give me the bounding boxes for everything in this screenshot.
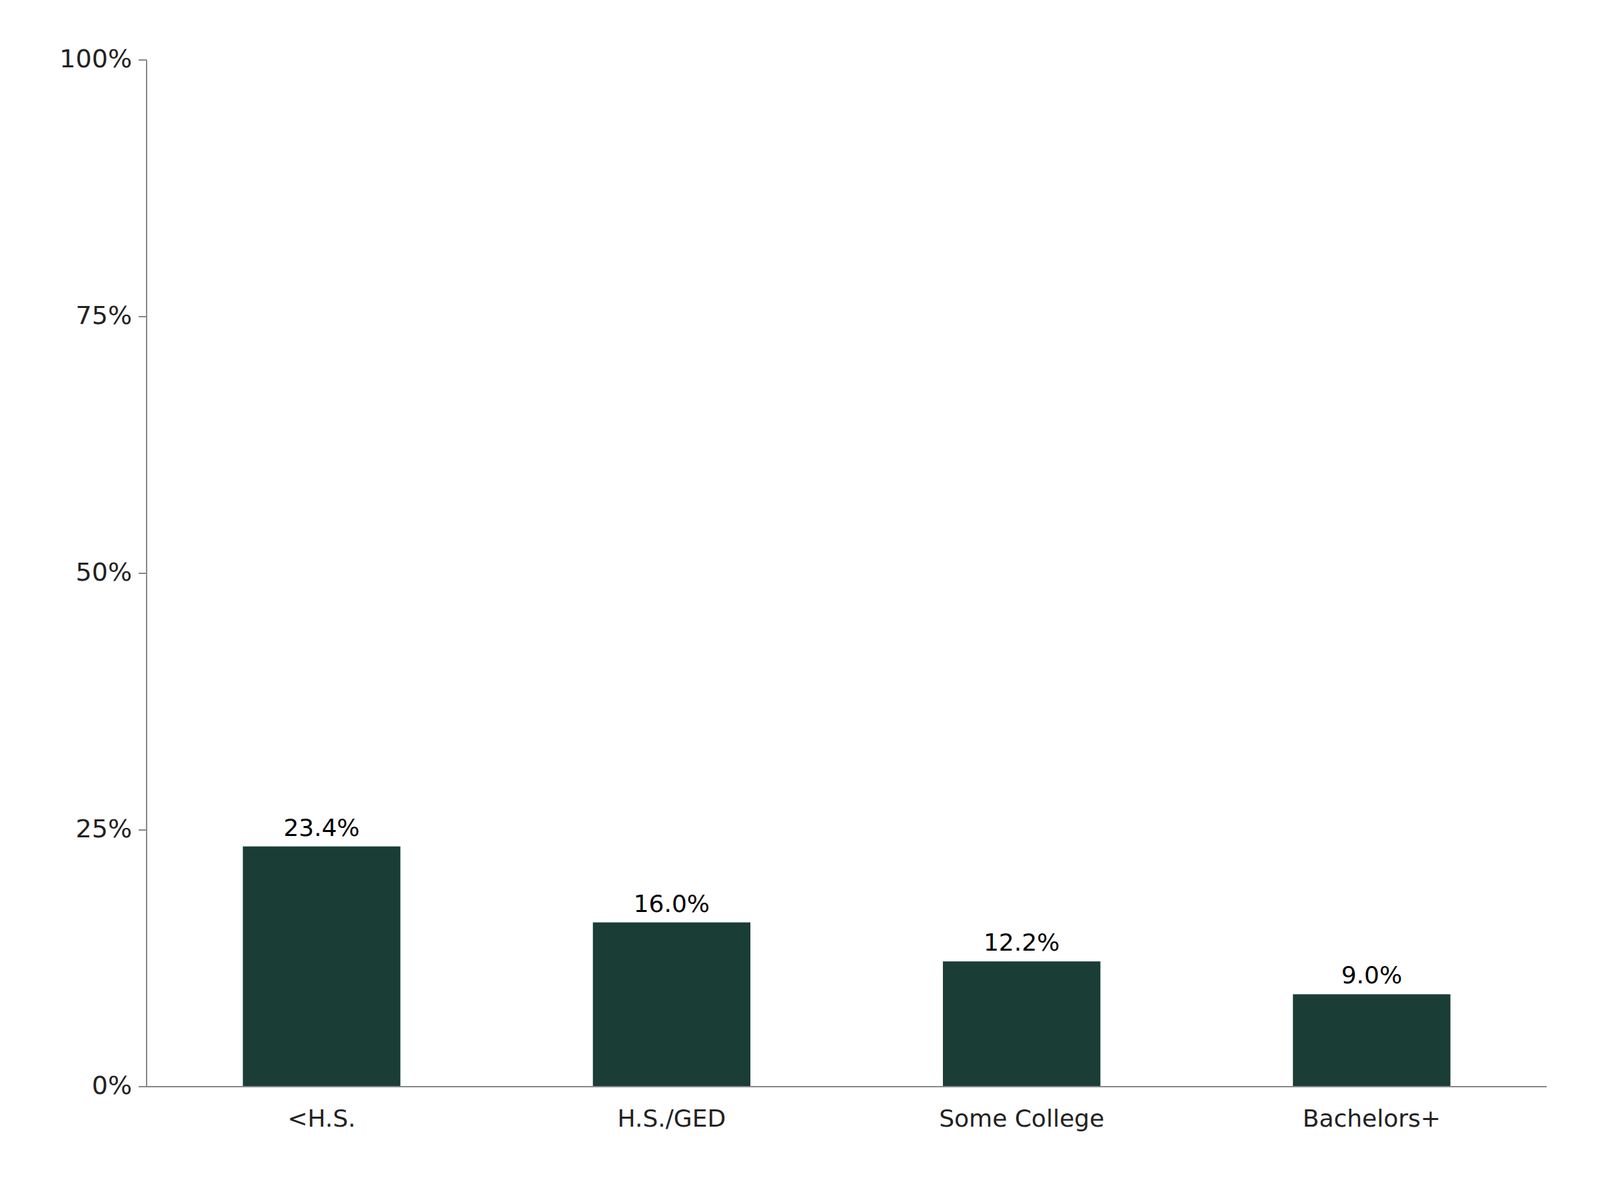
y-tick	[138, 828, 147, 831]
data-label: 9.0%	[1341, 960, 1403, 989]
x-tick-label: Some College	[938, 1104, 1105, 1132]
y-axis: 0% 25% 50% 75% 100%	[59, 43, 147, 1100]
bar	[593, 922, 751, 1087]
y-tick-label: 25%	[75, 813, 132, 843]
x-tick-label: <H.S.	[287, 1104, 356, 1132]
data-label: 23.4%	[283, 813, 360, 841]
chart-container: 0% 25% 50% 75% 100% <H.S. H.S./GED Some College…	[0, 0, 1600, 1200]
bar	[942, 960, 1101, 1087]
y-tick-label: 0%	[91, 1070, 132, 1100]
page: {"chart_data": {"type": "bar", "categori…	[0, 0, 1600, 1200]
y-tick	[138, 572, 147, 574]
bars	[242, 846, 1451, 1087]
x-axis: <H.S. H.S./GED Some College Bachelors+	[146, 1086, 1547, 1132]
chart-svg: 0% 25% 50% 75% 100% <H.S. H.S./GED Some College…	[0, 0, 1600, 1200]
y-tick	[138, 1085, 147, 1087]
y-tick	[138, 315, 147, 318]
x-axis-line	[146, 1085, 1547, 1087]
bar	[1292, 993, 1451, 1087]
y-tick-label: 100%	[59, 43, 132, 74]
data-label: 12.2%	[983, 928, 1060, 956]
x-tick-label: H.S./GED	[617, 1104, 727, 1132]
y-tick-label: 50%	[75, 557, 132, 587]
data-label: 16.0%	[633, 889, 710, 917]
y-tick-label: 75%	[75, 300, 132, 330]
y-tick	[138, 59, 147, 61]
bar	[242, 846, 400, 1087]
data-labels: 23.4% 16.0% 12.2% 9.0%	[283, 813, 1403, 989]
x-tick-label: Bachelors+	[1302, 1104, 1441, 1132]
y-axis-line	[145, 59, 148, 1087]
